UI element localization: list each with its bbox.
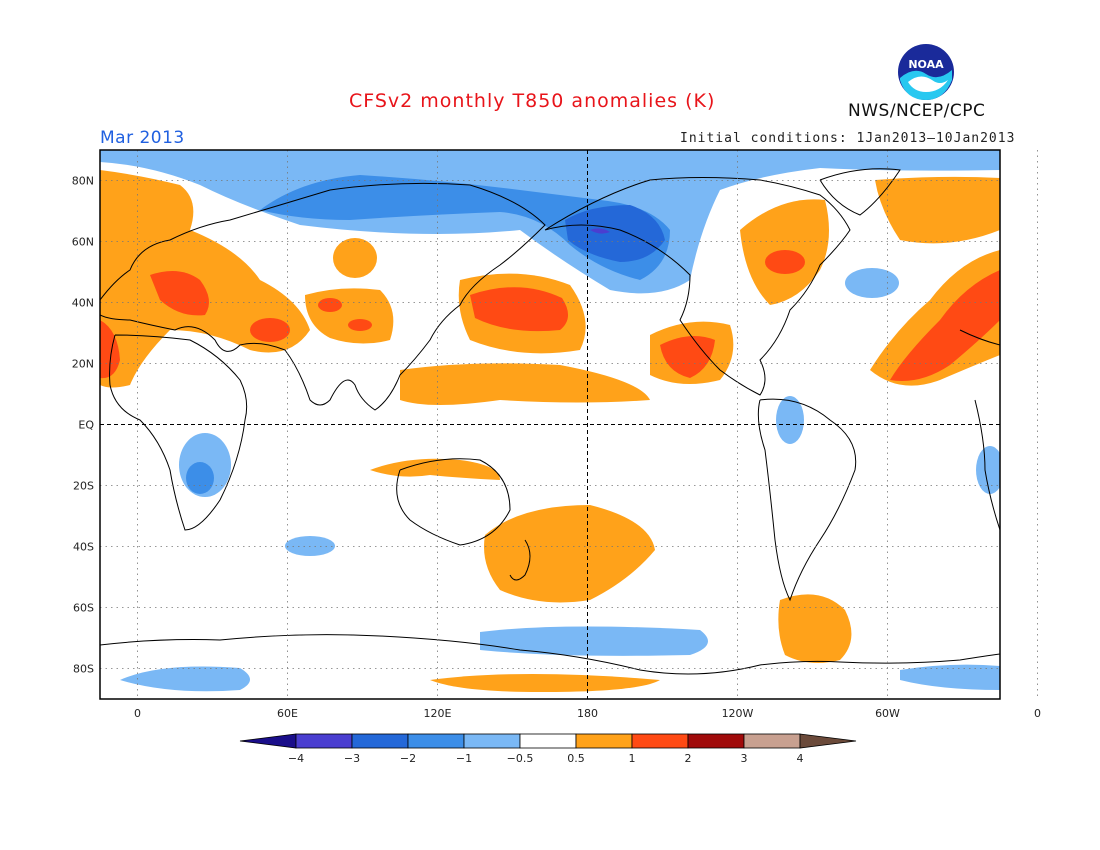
colorbar-label: 2 [685, 752, 692, 765]
latitude-label: 20N [72, 358, 94, 371]
valid-month-label: Mar 2013 [100, 128, 185, 148]
anomaly-s-atlantic-blue [776, 396, 804, 444]
colorbar-swatch [631, 733, 689, 749]
latitude-label: EQ [78, 419, 94, 432]
latitude-label: 40S [73, 541, 94, 554]
latitude-label: 60S [73, 602, 94, 615]
noaa-logo-icon: NOAA [896, 42, 956, 102]
outline-north-america [544, 177, 851, 396]
colorbar-label: 4 [797, 752, 804, 765]
outline-europe-asia [100, 182, 546, 411]
latitude-label: 80S [73, 663, 94, 676]
colorbar-label: 1 [629, 752, 636, 765]
anomaly-arctic-blue [260, 175, 670, 280]
latitude-label: 20S [73, 480, 94, 493]
outline-africa-east [959, 329, 1000, 346]
anomaly-e-atlantic-blue [976, 446, 1000, 494]
colorbar-arrow-high [799, 733, 857, 749]
map-grid [100, 150, 1038, 699]
continent-outlines [100, 168, 1000, 675]
anomaly-mideast-red [250, 318, 290, 342]
colorbar-label: 3 [741, 752, 748, 765]
anomaly-n-atlantic-orange [875, 176, 1000, 244]
outline-new-zealand [509, 539, 531, 581]
colorbar-label: −4 [288, 752, 304, 765]
colorbar-arrow-low [239, 733, 297, 749]
anomaly-antarctic-blue-west [120, 666, 250, 692]
chart-title: CFSv2 monthly T850 anomalies (K) [349, 90, 716, 112]
longitude-label: 0 [1034, 707, 1041, 720]
anomaly-tibet-red [348, 319, 372, 331]
anomaly-antarctic-ross-orange [430, 674, 660, 692]
anomaly-canada-red [765, 250, 805, 274]
anomaly-e-atlantic-africa-red [890, 270, 1000, 381]
longitude-label: 180 [577, 707, 598, 720]
anomaly-fields [100, 150, 1000, 692]
anomaly-africa-blue-core [186, 462, 214, 494]
longitude-label: 60W [875, 707, 900, 720]
longitude-label: 120W [722, 707, 754, 720]
anomaly-europe-red [150, 271, 209, 316]
longitude-label: 120E [424, 707, 452, 720]
anomaly-n-pacific-red [470, 287, 569, 332]
colorbar-swatch [351, 733, 409, 749]
anomaly-alaska-core [590, 228, 610, 234]
anomaly-tropical-pacific-orange [400, 363, 650, 405]
anomaly-central-asia-red [318, 298, 342, 312]
colorbar-swatch [407, 733, 465, 749]
anomaly-mexico-red [660, 336, 715, 378]
colorbar-label: −1 [456, 752, 472, 765]
latitude-label: 40N [72, 297, 94, 310]
anomaly-siberia-orange [333, 238, 377, 278]
colorbar-swatch [743, 733, 801, 749]
outline-africa-west-edge [974, 399, 1000, 531]
longitude-label: 60E [277, 707, 298, 720]
colorbar-swatch [575, 733, 633, 749]
map-border [99, 149, 1001, 700]
anomaly-antarctic-peninsula-orange [778, 594, 852, 664]
latitude-label: 80N [72, 175, 94, 188]
outline-south-america [757, 398, 857, 602]
outline-australia [396, 458, 511, 546]
outline-greenland [819, 168, 901, 216]
colorbar-swatch [463, 733, 521, 749]
longitude-label: 0 [134, 707, 141, 720]
longitude-labels: 0 60E 120E 180 120W 60W 0 [134, 707, 1041, 720]
latitude-labels: 80N 60N 40N 20N EQ 20S 40S 60S 80S [72, 175, 95, 676]
anomaly-iberia-red [100, 320, 120, 379]
colorbar-swatch [519, 733, 577, 749]
colorbar-label: −0.5 [507, 752, 534, 765]
anomaly-indian-ocean-blue [285, 536, 335, 556]
anomaly-atlantic-blue [845, 268, 899, 298]
colorbar-swatch [295, 733, 353, 749]
initial-conditions-label: Initial conditions: 1Jan2013–10Jan2013 [680, 131, 1016, 146]
colorbar-swatch [687, 733, 745, 749]
anomaly-e-atlantic-africa-orange [870, 250, 1000, 386]
anomaly-antarctic-blue-east [900, 664, 1000, 690]
colorbar-label: 0.5 [567, 752, 585, 765]
anomaly-antarctic-blue-pacific [480, 626, 708, 656]
latitude-label: 60N [72, 236, 94, 249]
anomaly-australia-orange [370, 458, 500, 480]
colorbar-label: −3 [344, 752, 360, 765]
colorbar: −4 −3 −2 −1 −0.5 0.5 1 2 3 4 [239, 733, 857, 765]
organization-label: NWS/NCEP/CPC [848, 101, 986, 121]
anomaly-alaska-dark-blue [565, 205, 665, 262]
outline-africa [109, 334, 248, 531]
colorbar-label: −2 [400, 752, 416, 765]
outline-antarctica [100, 634, 1000, 675]
logo-text: NOAA [908, 58, 944, 71]
anomaly-s-pacific-orange [484, 505, 655, 603]
